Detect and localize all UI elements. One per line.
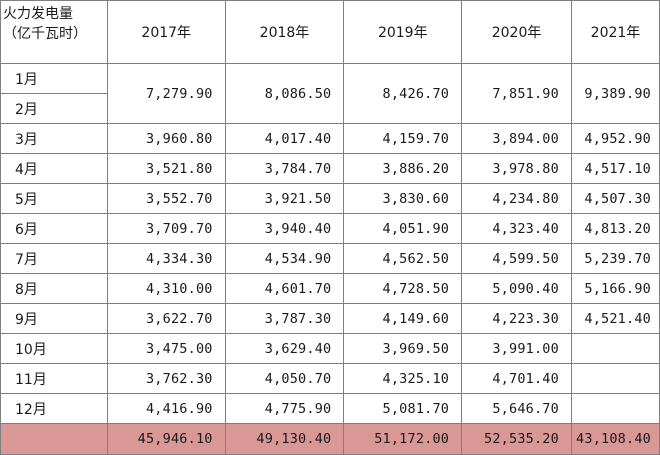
value-cell: 5,166.90 <box>570 273 660 304</box>
month-label: 11月 <box>0 363 108 394</box>
corner-label-line2: （亿千瓦时） <box>3 26 87 42</box>
value-cell: 7,851.90 <box>461 63 572 124</box>
value-cell: 4,334.30 <box>106 243 226 274</box>
table-row: 9月 3,622.70 3,787.30 4,149.60 4,223.30 4,521.… <box>0 303 660 334</box>
month-label: 9月 <box>0 303 108 334</box>
total-cell: 49,130.40 <box>224 423 345 455</box>
value-cell: 5,081.70 <box>343 393 463 424</box>
value-cell: 5,646.70 <box>461 393 572 424</box>
table-row: 10月 3,475.00 3,629.40 3,969.50 3,991.00 <box>0 333 660 364</box>
value-cell: 4,149.60 <box>343 303 463 334</box>
table-row: 8月 4,310.00 4,601.70 4,728.50 5,090.40 5,166.… <box>0 273 660 304</box>
month-label: 8月 <box>0 273 108 304</box>
value-cell: 4,599.50 <box>461 243 572 274</box>
value-cell: 3,784.70 <box>224 153 345 184</box>
total-cell: 45,946.10 <box>106 423 226 455</box>
value-cell: 5,090.40 <box>461 273 572 304</box>
value-cell: 4,416.90 <box>106 393 226 424</box>
value-cell: 3,709.70 <box>106 213 226 244</box>
value-cell: 4,601.70 <box>224 273 345 304</box>
value-cell: 4,050.70 <box>224 363 345 394</box>
table-row: 5月 3,552.70 3,921.50 3,830.60 4,234.80 4,507.… <box>0 183 660 214</box>
year-header: 2017年 <box>106 0 226 64</box>
header-row: 火力发电量 （亿千瓦时） 2017年 2018年 2019年 2020年 202… <box>0 0 660 64</box>
total-cell: 51,172.00 <box>343 423 463 455</box>
value-cell: 7,279.90 <box>106 63 226 124</box>
value-cell <box>570 333 660 364</box>
month-label: 4月 <box>0 153 108 184</box>
corner-label-line1: 火力发电量 <box>3 6 73 22</box>
value-cell: 4,507.30 <box>570 183 660 214</box>
value-cell: 4,223.30 <box>461 303 572 334</box>
month-label: 6月 <box>0 213 108 244</box>
value-cell: 3,921.50 <box>224 183 345 214</box>
year-header: 2021年 <box>570 0 660 64</box>
table-row: 4月 3,521.80 3,784.70 3,886.20 3,978.80 4,517.… <box>0 153 660 184</box>
value-cell: 3,886.20 <box>343 153 463 184</box>
table-row: 12月 4,416.90 4,775.90 5,081.70 5,646.70 <box>0 393 660 424</box>
table-row: 2月 <box>0 93 660 124</box>
value-cell: 4,310.00 <box>106 273 226 304</box>
value-cell: 4,813.20 <box>570 213 660 244</box>
value-cell: 8,426.70 <box>343 63 463 124</box>
value-cell: 4,234.80 <box>461 183 572 214</box>
table-row: 6月 3,709.70 3,940.40 4,051.90 4,323.40 4,813.… <box>0 213 660 244</box>
value-cell: 3,940.40 <box>224 213 345 244</box>
value-cell: 3,629.40 <box>224 333 345 364</box>
value-cell: 3,521.80 <box>106 153 226 184</box>
value-cell: 4,775.90 <box>224 393 345 424</box>
value-cell: 3,622.70 <box>106 303 226 334</box>
value-cell: 4,517.10 <box>570 153 660 184</box>
value-cell: 4,534.90 <box>224 243 345 274</box>
value-cell: 9,389.90 <box>570 63 660 124</box>
value-cell: 3,830.60 <box>343 183 463 214</box>
value-cell: 4,701.40 <box>461 363 572 394</box>
value-cell: 4,323.40 <box>461 213 572 244</box>
value-cell: 3,960.80 <box>106 123 226 154</box>
value-cell: 5,239.70 <box>570 243 660 274</box>
value-cell: 4,325.10 <box>343 363 463 394</box>
table-row: 11月 3,762.30 4,050.70 4,325.10 4,701.40 <box>0 363 660 394</box>
value-cell: 3,969.50 <box>343 333 463 364</box>
year-header: 2020年 <box>461 0 572 64</box>
month-label: 1月 <box>0 63 108 94</box>
corner-label: 火力发电量 （亿千瓦时） <box>0 0 108 64</box>
total-row: 45,946.10 49,130.40 51,172.00 52,535.20 43,1… <box>0 423 660 455</box>
month-label: 5月 <box>0 183 108 214</box>
value-cell: 3,475.00 <box>106 333 226 364</box>
value-cell: 4,159.70 <box>343 123 463 154</box>
value-cell: 3,978.80 <box>461 153 572 184</box>
year-header: 2019年 <box>343 0 463 64</box>
month-label: 10月 <box>0 333 108 364</box>
table-row: 1月 7,279.90 8,086.50 8,426.70 7,851.90 9… <box>0 63 660 124</box>
table-row: 3月 3,960.80 4,017.40 4,159.70 3,894.00 4,952.… <box>0 123 660 154</box>
total-cell: 52,535.20 <box>461 423 572 455</box>
value-cell: 4,051.90 <box>343 213 463 244</box>
value-cell: 4,521.40 <box>570 303 660 334</box>
total-label <box>0 423 108 455</box>
month-label: 7月 <box>0 243 108 274</box>
month-label: 2月 <box>0 93 108 124</box>
value-cell: 8,086.50 <box>224 63 345 124</box>
year-header: 2018年 <box>224 0 345 64</box>
value-cell: 3,991.00 <box>461 333 572 364</box>
value-cell: 4,952.90 <box>570 123 660 154</box>
value-cell <box>570 363 660 394</box>
month-label: 3月 <box>0 123 108 154</box>
value-cell: 3,762.30 <box>106 363 226 394</box>
total-cell: 43,108.40 <box>570 423 660 455</box>
value-cell: 3,894.00 <box>461 123 572 154</box>
value-cell: 3,552.70 <box>106 183 226 214</box>
value-cell <box>570 393 660 424</box>
value-cell: 4,017.40 <box>224 123 345 154</box>
value-cell: 3,787.30 <box>224 303 345 334</box>
table-row: 7月 4,334.30 4,534.90 4,562.50 4,599.50 5,239.… <box>0 243 660 274</box>
month-label: 12月 <box>0 393 108 424</box>
value-cell: 4,728.50 <box>343 273 463 304</box>
value-cell: 4,562.50 <box>343 243 463 274</box>
